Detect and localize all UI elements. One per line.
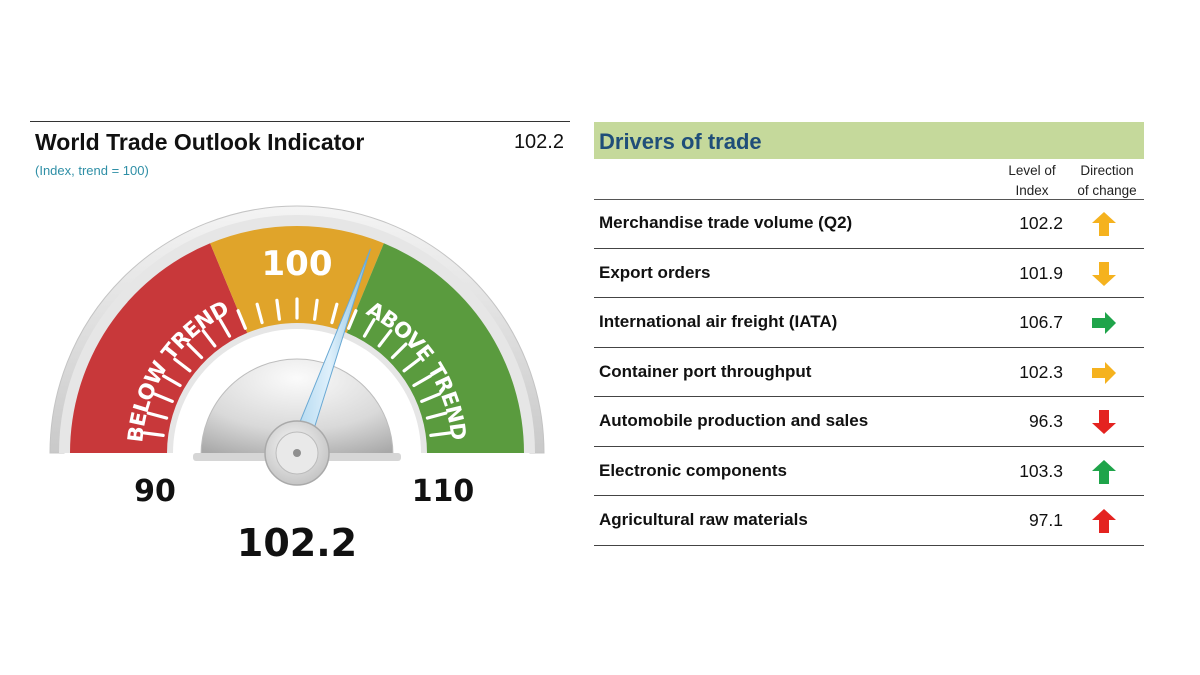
- gauge-band-1: [70, 243, 248, 453]
- gauge-value-label: 102.2: [237, 521, 357, 565]
- gauge-tick: [429, 431, 452, 437]
- column-header-level-line1: Level of: [1008, 163, 1056, 178]
- driver-label: Container port throughput: [599, 361, 812, 381]
- arrow-shape: [1092, 261, 1116, 286]
- column-header-direction-line2: of change: [1077, 183, 1137, 198]
- driver-value: 102.2: [1019, 213, 1063, 233]
- arrow-shape: [1092, 312, 1116, 334]
- gauge-max-label: 110: [412, 474, 475, 509]
- gauge-tick: [377, 329, 393, 348]
- gauge-hub: [200, 358, 394, 456]
- gauge-tick: [362, 318, 376, 338]
- arrow-right-icon: [1092, 312, 1116, 334]
- driver-label: Export orders: [599, 262, 711, 282]
- column-header-level-line2: Index: [1015, 183, 1049, 198]
- drivers-panel: Drivers of trade Level of Index Directio…: [594, 121, 1144, 551]
- driver-value: 106.7: [1019, 312, 1063, 332]
- gauge-band-3: [346, 243, 524, 453]
- gauge-tick: [153, 392, 174, 403]
- gauge-min-label: 90: [134, 474, 176, 509]
- arrow-down-icon: [1092, 261, 1116, 286]
- driver-value: 96.3: [1028, 411, 1063, 431]
- column-header-level: Level of Index: [996, 161, 1068, 201]
- drivers-table: Merchandise trade volume (Q2) 102.2 Export…: [594, 199, 1144, 546]
- gauge-tick: [402, 357, 421, 373]
- gauge-tick: [425, 411, 448, 420]
- gauge-label-center: 100: [262, 244, 333, 284]
- gauge-header-value: 102.2: [513, 131, 564, 153]
- table-row: Agricultural raw materials 97.1: [594, 496, 1144, 546]
- arrow-up-icon: [1092, 459, 1116, 484]
- arrow-up-icon: [1092, 509, 1116, 533]
- driver-value: 102.3: [1019, 361, 1063, 382]
- gauge-tick: [201, 329, 217, 348]
- driver-label: Agricultural raw materials: [599, 510, 808, 529]
- gauge-tick: [330, 302, 339, 325]
- driver-label: International air freight (IATA): [599, 312, 838, 331]
- gauge-tick: [146, 411, 169, 420]
- column-header-direction-line1: Direction: [1080, 163, 1134, 178]
- gauge-title: World Trade Outlook Indicator: [35, 129, 365, 155]
- gauge-tick: [412, 374, 432, 388]
- gauge-panel: World Trade Outlook Indicator 102.2 (Ind…: [30, 121, 570, 571]
- driver-label: Electronic components: [599, 460, 787, 480]
- driver-value: 101.9: [1019, 262, 1063, 283]
- gauge-tick: [420, 392, 441, 403]
- gauge-pivot-dot: [293, 449, 301, 457]
- driver-label: Merchandise trade volume (Q2): [599, 213, 853, 232]
- arrow-up-icon: [1092, 212, 1116, 236]
- column-header-direction: Direction of change: [1068, 161, 1146, 201]
- drivers-title: Drivers of trade: [599, 129, 762, 154]
- table-row: Export orders 101.9: [594, 249, 1144, 298]
- gauge-tick: [390, 342, 408, 360]
- gauge-tick: [313, 298, 319, 321]
- gauge-subtitle: (Index, trend = 100): [35, 163, 149, 178]
- gauge-tick: [142, 431, 165, 437]
- arrow-down-icon: [1092, 410, 1116, 434]
- driver-value: 97.1: [1028, 510, 1063, 530]
- table-row: International air freight (IATA) 106.7: [594, 298, 1144, 348]
- drivers-banner: Drivers of trade: [594, 122, 1144, 159]
- table-row: Automobile production and sales 96.3: [594, 397, 1144, 447]
- header-rule: [594, 199, 1144, 200]
- driver-value: 103.3: [1019, 460, 1063, 481]
- arrow-shape: [1092, 212, 1116, 236]
- arrow-shape: [1092, 361, 1116, 384]
- gauge-band-2: [210, 226, 384, 333]
- gauge-tick: [173, 357, 192, 373]
- arrow-right-icon: [1092, 361, 1116, 384]
- gauge-tick: [236, 309, 247, 330]
- gauge-tick: [218, 318, 232, 338]
- gauge-tick: [347, 309, 358, 330]
- table-row: Electronic components 103.3: [594, 447, 1144, 496]
- arrow-shape: [1092, 509, 1116, 533]
- gauge-tick: [275, 298, 281, 321]
- table-row: Merchandise trade volume (Q2) 102.2: [594, 199, 1144, 249]
- gauge-tick: [162, 374, 182, 388]
- gauge-header: World Trade Outlook Indicator 102.2: [30, 121, 570, 170]
- arrow-shape: [1092, 459, 1116, 484]
- gauge-tick: [255, 302, 264, 325]
- gauge-tick: [186, 342, 204, 360]
- table-row: Container port throughput 102.3: [594, 348, 1144, 397]
- driver-label: Automobile production and sales: [599, 411, 869, 430]
- arrow-shape: [1092, 410, 1116, 434]
